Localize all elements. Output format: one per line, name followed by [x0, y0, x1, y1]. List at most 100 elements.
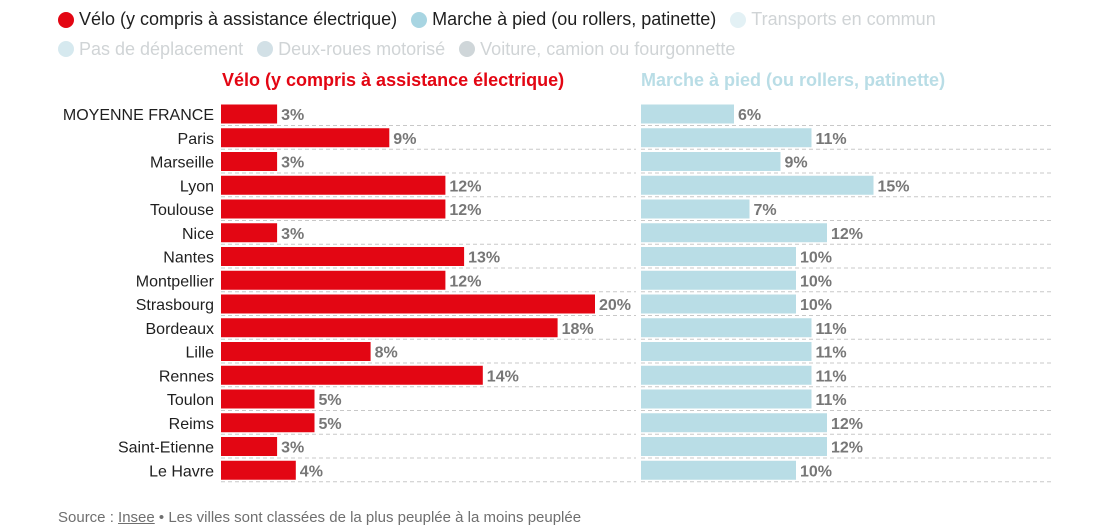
category-label: Toulouse: [150, 202, 214, 219]
data-label: 11%: [816, 368, 847, 385]
legend-label: Transports en commun: [751, 9, 936, 29]
bar-0-4: [221, 199, 446, 219]
data-label: 10%: [800, 463, 832, 480]
source-note: Source : Insee • Les villes sont classée…: [58, 509, 581, 526]
bar-1-5: [641, 223, 827, 243]
category-label: Lille: [186, 345, 215, 362]
data-label: 12%: [449, 178, 481, 195]
category-label: Marseille: [150, 155, 214, 172]
category-label: Reims: [169, 416, 214, 433]
bar-1-8: [641, 294, 796, 314]
legend-label: Marche à pied (ou rollers, patinette): [432, 9, 717, 29]
legend-item-5[interactable]: Voiture, camion ou fourgonnette: [459, 36, 735, 63]
bar-1-12: [641, 389, 812, 409]
legend-dot-icon: [58, 41, 74, 57]
data-label: 10%: [800, 273, 832, 290]
data-label: 3%: [281, 226, 304, 243]
category-label: Montpellier: [136, 273, 215, 290]
data-label: 20%: [599, 297, 631, 314]
category-label: Strasbourg: [136, 297, 214, 314]
legend-label: Pas de déplacement: [79, 38, 244, 59]
panel-title-1: Marche à pied (ou rollers, patinette): [641, 70, 945, 90]
bar-0-12: [221, 389, 315, 409]
legend-item-4[interactable]: Deux-roues motorisé: [257, 36, 445, 63]
data-label: 7%: [754, 202, 777, 219]
data-label: 10%: [800, 250, 832, 267]
category-label: Nantes: [163, 250, 214, 267]
data-label: 12%: [831, 416, 863, 433]
category-label: Rennes: [159, 368, 214, 385]
bar-0-6: [221, 247, 465, 266]
bar-1-9: [641, 318, 812, 338]
data-label: 12%: [831, 440, 863, 457]
bar-1-6: [641, 247, 796, 266]
bar-1-15: [641, 460, 796, 480]
data-label: 5%: [319, 416, 342, 433]
data-label: 12%: [449, 202, 481, 219]
category-label: Saint-Etienne: [118, 440, 214, 457]
data-label: 11%: [816, 131, 847, 148]
data-label: 12%: [831, 226, 863, 243]
bar-0-14: [221, 437, 278, 456]
category-label: Nice: [182, 226, 214, 243]
bar-0-15: [221, 460, 296, 480]
legend-label: Deux-roues motorisé: [278, 38, 446, 59]
category-label: Lyon: [180, 178, 214, 195]
legend-label: Voiture, camion ou fourgonnette: [480, 38, 736, 59]
bar-1-7: [641, 270, 796, 290]
category-label: Le Havre: [149, 463, 214, 480]
bar-0-0: [221, 104, 278, 124]
bar-0-2: [221, 152, 278, 171]
data-label: 5%: [319, 392, 342, 409]
data-label: 12%: [449, 273, 481, 290]
legend-dot-icon: [257, 41, 274, 57]
bar-1-3: [641, 175, 874, 195]
bar-0-7: [221, 270, 446, 290]
data-label: 8%: [375, 345, 398, 362]
bar-1-2: [641, 152, 781, 171]
data-label: 18%: [562, 321, 594, 338]
legend: Vélo (y compris à assistance électrique)…: [58, 6, 1078, 65]
category-label: Paris: [178, 131, 214, 148]
data-label: 4%: [300, 463, 323, 480]
bar-0-10: [221, 342, 371, 361]
bar-0-5: [221, 223, 278, 243]
source-link[interactable]: Insee: [118, 509, 155, 526]
data-label: 11%: [816, 392, 847, 409]
data-label: 11%: [816, 345, 847, 362]
bar-0-3: [221, 175, 446, 195]
legend-dot-icon: [459, 41, 476, 57]
legend-dot-icon: [58, 11, 74, 28]
panel-title-0: Vélo (y compris à assistance électrique): [222, 70, 564, 90]
legend-label: Vélo (y compris à assistance électrique): [79, 9, 398, 29]
source-description: • Les villes sont classées de la plus pe…: [154, 509, 582, 526]
legend-item-3[interactable]: Pas de déplacement: [58, 36, 243, 63]
legend-item-1[interactable]: Marche à pied (ou rollers, patinette): [411, 6, 716, 33]
data-label: 6%: [738, 107, 761, 124]
bar-1-11: [641, 365, 812, 385]
bar-0-8: [221, 294, 595, 314]
bar-1-0: [641, 104, 734, 124]
data-label: 3%: [281, 155, 304, 172]
data-label: 9%: [393, 131, 416, 148]
legend-dot-icon: [411, 11, 428, 28]
category-label: Toulon: [167, 392, 214, 409]
bar-0-13: [221, 413, 315, 433]
data-label: 11%: [816, 321, 847, 338]
legend-item-0[interactable]: Vélo (y compris à assistance électrique): [58, 6, 397, 33]
data-label: 13%: [468, 250, 500, 267]
legend-item-2[interactable]: Transports en commun: [730, 6, 936, 33]
legend-dot-icon: [730, 11, 747, 28]
data-label: 15%: [878, 178, 910, 195]
data-label: 9%: [785, 155, 808, 172]
chart: Vélo (y compris à assistance électrique)…: [63, 70, 1054, 483]
category-label: Bordeaux: [146, 321, 215, 338]
data-label: 10%: [800, 297, 832, 314]
bar-1-4: [641, 199, 750, 219]
bar-1-14: [641, 437, 827, 456]
data-label: 3%: [281, 440, 304, 457]
bar-0-1: [221, 128, 390, 148]
category-label: MOYENNE FRANCE: [63, 107, 214, 124]
source-prefix: Source :: [58, 509, 119, 526]
bar-1-10: [641, 342, 812, 361]
